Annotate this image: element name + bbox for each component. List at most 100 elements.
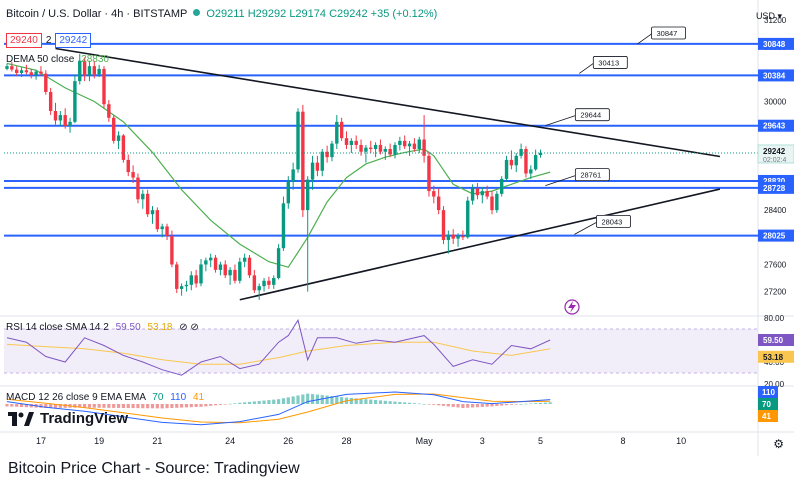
macd-line: [6, 391, 551, 426]
macd-histogram-bar: [78, 404, 82, 408]
macd-histogram-bar: [325, 395, 329, 404]
candle-body: [441, 210, 446, 241]
candle-body: [514, 155, 518, 166]
candle-body: [335, 121, 339, 144]
buy-price[interactable]: 29242: [55, 33, 92, 48]
candle-body: [504, 159, 509, 179]
sell-price[interactable]: 29240: [6, 33, 42, 48]
candle-body: [349, 140, 354, 145]
tradingview-logo[interactable]: TradingView: [8, 410, 128, 427]
macd-histogram-bar: [471, 404, 475, 408]
rsi-sma-value-tag: [758, 350, 794, 363]
macd-histogram-bar: [403, 402, 407, 404]
macd-histogram-bar: [5, 404, 9, 407]
candle-body: [412, 143, 417, 150]
candle-body: [495, 193, 499, 211]
candle-body: [339, 121, 344, 139]
candle-body: [315, 162, 320, 171]
callout-leader: [579, 63, 594, 74]
candle-body: [373, 144, 378, 150]
candle-body: [204, 260, 208, 265]
level-price-tag: [758, 119, 794, 132]
candle-body: [364, 147, 368, 152]
candle-body: [160, 226, 164, 230]
candle-body: [15, 69, 19, 73]
candle-body: [461, 235, 465, 238]
macd-histogram-bar: [398, 402, 402, 404]
chart-canvas[interactable]: 3120030800304003000029600292002880028400…: [0, 0, 794, 456]
candle-body: [238, 261, 242, 281]
dema-legend[interactable]: DEMA 50 close 28830: [6, 54, 109, 65]
candle-body: [87, 66, 92, 76]
macd-histogram-bar: [364, 399, 368, 404]
macd-histogram-bar: [480, 404, 484, 407]
macd-legend-macd: 110: [170, 392, 187, 403]
macd-histogram-bar: [369, 399, 373, 404]
macd-value-label: 70: [762, 400, 771, 409]
macd-histogram-bar: [267, 400, 271, 404]
candle-body: [24, 70, 29, 73]
price-tick-label: 27200: [764, 288, 787, 297]
price-box[interactable]: 29240 2 29242: [6, 33, 92, 48]
macd-legend[interactable]: MACD 12 26 close 9 EMA EMA 70 110 41: [6, 392, 204, 403]
candle-body: [427, 155, 431, 192]
candle-body: [485, 191, 489, 197]
time-tick-label: 17: [36, 436, 46, 446]
macd-histogram-bar: [340, 397, 344, 404]
macd-histogram-bar: [432, 404, 436, 405]
macd-histogram-bar: [131, 404, 135, 409]
chevron-down-icon: ▾: [777, 11, 782, 21]
macd-value-label: 41: [762, 412, 771, 421]
candle-body: [34, 71, 38, 76]
hidden-icon: ⊘ ⊘: [179, 322, 199, 333]
candle-body: [68, 121, 72, 126]
macd-histogram-bar: [49, 404, 53, 408]
macd-histogram-bar: [320, 395, 324, 404]
candle-body: [393, 144, 397, 155]
dema-legend-text: DEMA 50 close: [6, 54, 75, 65]
gear-icon[interactable]: ⚙: [773, 437, 784, 451]
candle-body: [524, 149, 528, 174]
level-price-tag: [758, 69, 794, 82]
rsi-legend[interactable]: RSI 14 close SMA 14 2 59.50 53.18 ⊘ ⊘: [6, 322, 199, 333]
macd-histogram-bar: [519, 404, 523, 405]
macd-histogram-bar: [529, 403, 533, 405]
macd-histogram-bar: [354, 398, 358, 404]
macd-histogram-bar: [272, 399, 276, 404]
macd-histogram-bar: [437, 404, 441, 406]
candle-body: [63, 115, 67, 126]
candle-body: [310, 162, 315, 180]
price-tick-label: 27600: [764, 260, 787, 269]
candle-body: [267, 280, 271, 285]
candle-body: [97, 68, 101, 75]
macd-histogram-bar: [87, 404, 92, 408]
callout-label: 29644: [580, 111, 601, 120]
spread-value: 2: [45, 35, 52, 46]
macd-histogram-bar: [306, 393, 310, 404]
candle-body: [286, 181, 290, 204]
macd-histogram-bar: [330, 396, 334, 404]
time-tick-label: 5: [538, 436, 543, 446]
currency-label: USD: [755, 11, 775, 21]
trendline: [55, 47, 721, 158]
macd-histogram-bar: [126, 404, 130, 409]
candle-body: [378, 144, 383, 152]
macd-histogram-bar: [160, 404, 164, 409]
macd-histogram-bar: [524, 403, 528, 405]
candle-body: [48, 91, 53, 111]
candle-body: [403, 140, 407, 147]
macd-histogram-bar: [141, 404, 145, 409]
level-price-label: 28025: [763, 232, 786, 241]
macd-histogram-bar: [53, 404, 58, 408]
currency-selector[interactable]: USD ▾: [756, 11, 782, 22]
candle-body: [422, 139, 426, 156]
level-price-label: 30848: [763, 40, 786, 49]
time-tick-label: 19: [94, 436, 104, 446]
candle-body: [102, 68, 106, 105]
macd-histogram-bar: [509, 404, 513, 405]
time-tick-label: 10: [676, 436, 686, 446]
price-tick-label: 30000: [764, 97, 787, 106]
dema-legend-value: 28830: [81, 54, 109, 65]
time-tick-label: 24: [225, 436, 235, 446]
candle-body: [262, 280, 266, 287]
